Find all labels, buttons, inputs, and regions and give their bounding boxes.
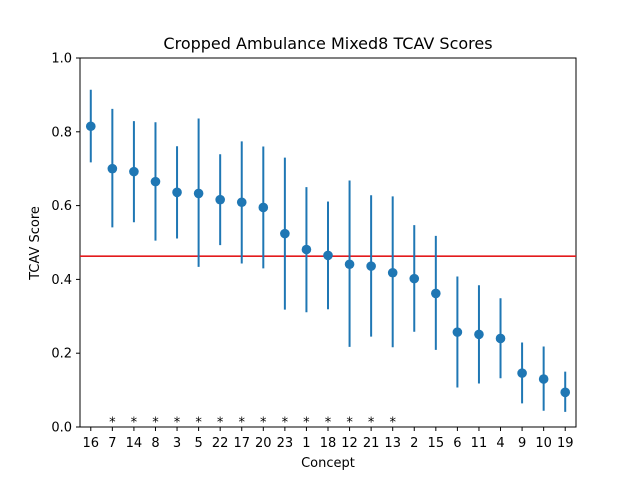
data-point: [280, 228, 290, 239]
significance-marker: *: [282, 416, 289, 431]
x-tick-label: 23: [277, 436, 294, 451]
data-point: [85, 121, 96, 132]
y-axis-label: TCAV Score: [28, 206, 43, 281]
data-point: [107, 163, 118, 174]
x-tick-label: 9: [518, 436, 526, 451]
x-tick-label: 17: [233, 436, 250, 451]
significance-marker: *: [238, 416, 245, 431]
x-tick-label: 5: [194, 436, 202, 451]
significance-marker: *: [131, 416, 138, 431]
significance-marker: *: [217, 416, 224, 431]
significance-marker: *: [109, 416, 116, 431]
x-tick-label: 4: [496, 436, 504, 451]
x-tick-label: 15: [428, 436, 445, 451]
y-tick-label: 0.2: [51, 347, 72, 362]
data-point: [344, 259, 355, 270]
y-tick-label: 0.6: [51, 199, 72, 214]
x-tick-label: 13: [384, 436, 401, 451]
significance-marker: *: [368, 416, 375, 431]
data-point: [387, 267, 398, 278]
data-point: [150, 176, 161, 187]
x-tick-label: 8: [151, 436, 159, 451]
x-tick-label: 2: [410, 436, 418, 451]
x-tick-label: 22: [212, 436, 229, 451]
significance-marker: *: [325, 416, 332, 431]
x-tick-label: 7: [108, 436, 116, 451]
y-tick-label: 0.4: [51, 273, 72, 288]
data-point: [495, 333, 506, 344]
data-point: [560, 387, 571, 398]
x-tick-label: 14: [126, 436, 143, 451]
chart-title: Cropped Ambulance Mixed8 TCAV Scores: [163, 34, 492, 53]
x-tick-label: 19: [557, 436, 574, 451]
data-point: [193, 188, 204, 199]
data-point: [215, 194, 225, 205]
x-tick-label: 18: [320, 436, 337, 451]
y-tick-label: 0.8: [51, 125, 72, 140]
x-tick-label: 11: [471, 436, 488, 451]
data-point: [474, 329, 484, 340]
data-point: [301, 244, 312, 255]
x-tick-label: 16: [83, 436, 100, 451]
data-point: [129, 166, 139, 177]
significance-marker: *: [303, 416, 310, 431]
significance-marker: *: [260, 416, 267, 431]
significance-marker: *: [174, 416, 181, 431]
x-tick-label: 3: [173, 436, 181, 451]
data-point: [431, 288, 441, 299]
significance-marker: *: [389, 416, 396, 431]
x-tick-label: 1: [302, 436, 310, 451]
x-tick-label: 21: [363, 436, 380, 451]
data-point: [323, 250, 333, 261]
data-point: [538, 374, 549, 384]
data-point: [172, 187, 182, 198]
x-axis-label: Concept: [301, 456, 355, 471]
x-tick-label: 12: [341, 436, 358, 451]
significance-marker: *: [152, 416, 159, 431]
y-tick-label: 1.0: [51, 52, 72, 67]
data-point: [366, 261, 376, 271]
x-tick-label: 6: [453, 436, 461, 451]
data-point: [409, 273, 420, 284]
x-tick-label: 20: [255, 436, 272, 451]
data-point: [236, 197, 247, 208]
plot-area: 0.0 0.2 0.4 0.6 0.8 1.0 16 7 14 8 3 5 22 17 20 23 1 18 12 2…: [51, 52, 577, 451]
significance-marker: *: [346, 416, 353, 431]
significance-marker: *: [195, 416, 202, 431]
x-tick-label: 10: [535, 436, 552, 451]
data-point: [258, 202, 269, 213]
data-point: [452, 327, 463, 337]
data-point: [517, 368, 527, 378]
y-tick-label: 0.0: [51, 421, 72, 436]
